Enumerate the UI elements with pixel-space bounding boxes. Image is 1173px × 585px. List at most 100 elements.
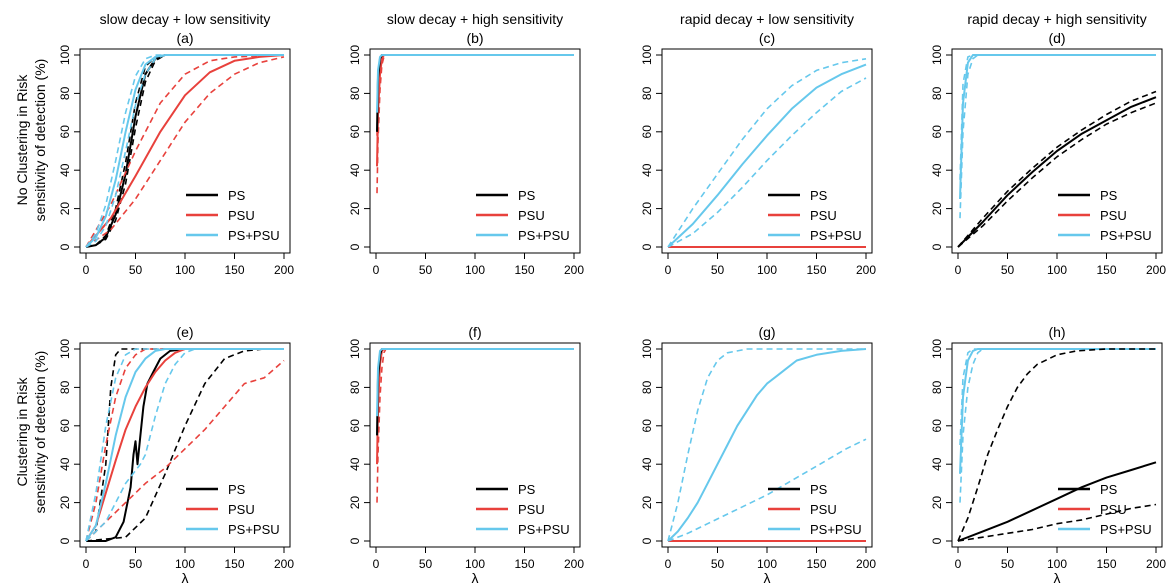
series-ps-solid: [376, 348, 574, 436]
legend-label: PS+PSU: [518, 522, 570, 537]
y-tick-label: 60: [58, 419, 72, 433]
panel-a: slow decay + low sensitivity (a) 0 50 100 150…: [58, 11, 294, 277]
series-ps-plus-psu-dashed: [667, 58, 867, 248]
x-tick-label: 0: [955, 263, 962, 277]
x-tick-label: 0: [373, 557, 380, 571]
y-tick-label: 60: [640, 419, 654, 433]
x-tick-label: 100: [465, 263, 485, 277]
series-ps-plus-psu-solid: [959, 54, 1156, 200]
x-tick-label: 50: [419, 557, 433, 571]
x-tick-label: 100: [757, 263, 777, 277]
legend-label: PS: [810, 482, 828, 497]
series-psu-dashed: [85, 56, 285, 248]
y-tick-label: 80: [348, 86, 362, 100]
panel-letter: (e): [176, 324, 193, 340]
legend: PS PSU PS+PSU: [476, 482, 570, 537]
legend-label: PSU: [810, 208, 837, 223]
panel-letter: (b): [466, 30, 483, 46]
series-ps-plus-psu-dashed: [959, 348, 1156, 503]
legend-label: PS: [1100, 188, 1118, 203]
row-label-bottom-line2: sensitivity of detection (%): [32, 351, 48, 514]
x-tick-label: 200: [564, 557, 584, 571]
series-ps-plus-psu-dashed: [85, 54, 284, 248]
legend: PS PSU PS+PSU: [768, 482, 862, 537]
y-tick-label: 100: [348, 45, 362, 65]
x-tick-label: 100: [1047, 557, 1067, 571]
x-tick-label: 100: [465, 557, 485, 571]
legend-label: PSU: [1100, 208, 1127, 223]
series-ps-solid: [86, 348, 284, 542]
legend: PS PSU PS+PSU: [1058, 188, 1152, 243]
series-ps-plus-psu-solid: [376, 348, 574, 417]
y-tick-label: 20: [348, 202, 362, 216]
x-axis-label: λ: [182, 570, 189, 585]
y-tick-label: 0: [640, 243, 654, 250]
series-ps-plus-psu-dashed: [667, 348, 866, 542]
y-tick-label: 0: [348, 537, 362, 544]
y-tick-label: 40: [930, 457, 944, 471]
legend-label: PSU: [1100, 502, 1127, 517]
series-ps-solid: [957, 461, 1157, 542]
y-tick-label: 40: [348, 163, 362, 177]
panel-letter: (g): [758, 324, 775, 340]
y-tick-label: 60: [640, 125, 654, 139]
x-tick-label: 200: [1146, 557, 1166, 571]
y-tick-label: 60: [348, 125, 362, 139]
series-ps-dashed: [85, 348, 284, 542]
x-tick-label: 200: [274, 263, 294, 277]
x-tick-label: 200: [564, 263, 584, 277]
series-ps-plus-psu-dashed: [959, 54, 1156, 180]
legend-label: PSU: [518, 502, 545, 517]
x-axis-label: λ: [764, 570, 771, 585]
legend-label: PSU: [810, 502, 837, 517]
series-psu-dashed: [376, 348, 574, 503]
y-tick-label: 0: [930, 537, 944, 544]
x-tick-label: 150: [806, 263, 826, 277]
y-tick-label: 0: [58, 243, 72, 250]
series-ps-dashed: [957, 503, 1157, 542]
plot-frame: [369, 342, 581, 548]
y-tick-label: 40: [58, 457, 72, 471]
x-tick-label: 150: [1096, 263, 1116, 277]
legend-label: PS+PSU: [1100, 522, 1152, 537]
y-tick-label: 80: [348, 380, 362, 394]
legend: PS PSU PS+PSU: [476, 188, 570, 243]
series-psu-dashed: [85, 54, 285, 248]
x-tick-label: 150: [806, 557, 826, 571]
series-ps-plus-psu-dashed: [85, 348, 284, 542]
y-tick-label: 20: [930, 202, 944, 216]
y-tick-label: 60: [930, 419, 944, 433]
panel-title: slow decay + low sensitivity: [100, 11, 271, 27]
panel-d: rapid decay + high sensitivity (d) 0 50 100 1…: [930, 11, 1166, 277]
x-tick-label: 150: [224, 557, 244, 571]
y-tick-label: 20: [58, 202, 72, 216]
legend-label: PS: [228, 188, 246, 203]
legend-label: PSU: [228, 208, 255, 223]
x-tick-label: 100: [757, 557, 777, 571]
x-tick-label: 50: [129, 557, 143, 571]
x-tick-label: 200: [856, 557, 876, 571]
x-tick-label: 0: [665, 557, 672, 571]
y-tick-label: 40: [58, 163, 72, 177]
plot-frame: [369, 48, 581, 254]
legend-label: PS+PSU: [228, 228, 280, 243]
x-tick-label: 50: [1001, 557, 1015, 571]
y-tick-label: 100: [640, 339, 654, 359]
plot-frame: [661, 342, 873, 548]
series-ps-plus-psu-solid: [667, 348, 867, 542]
legend-label: PS+PSU: [810, 522, 862, 537]
legend-label: PS: [1100, 482, 1118, 497]
y-tick-label: 0: [58, 537, 72, 544]
series-psu-solid: [85, 54, 285, 248]
y-tick-label: 80: [930, 86, 944, 100]
y-tick-label: 80: [640, 380, 654, 394]
series-ps-plus-psu-dashed: [85, 348, 284, 542]
legend: PS PSU PS+PSU: [768, 188, 862, 243]
series-ps-plus-psu-dashed: [959, 348, 1156, 446]
panel-letter: (d): [1048, 30, 1065, 46]
series-ps-plus-psu-solid: [667, 63, 867, 248]
series-ps-plus-psu-solid: [376, 54, 574, 113]
